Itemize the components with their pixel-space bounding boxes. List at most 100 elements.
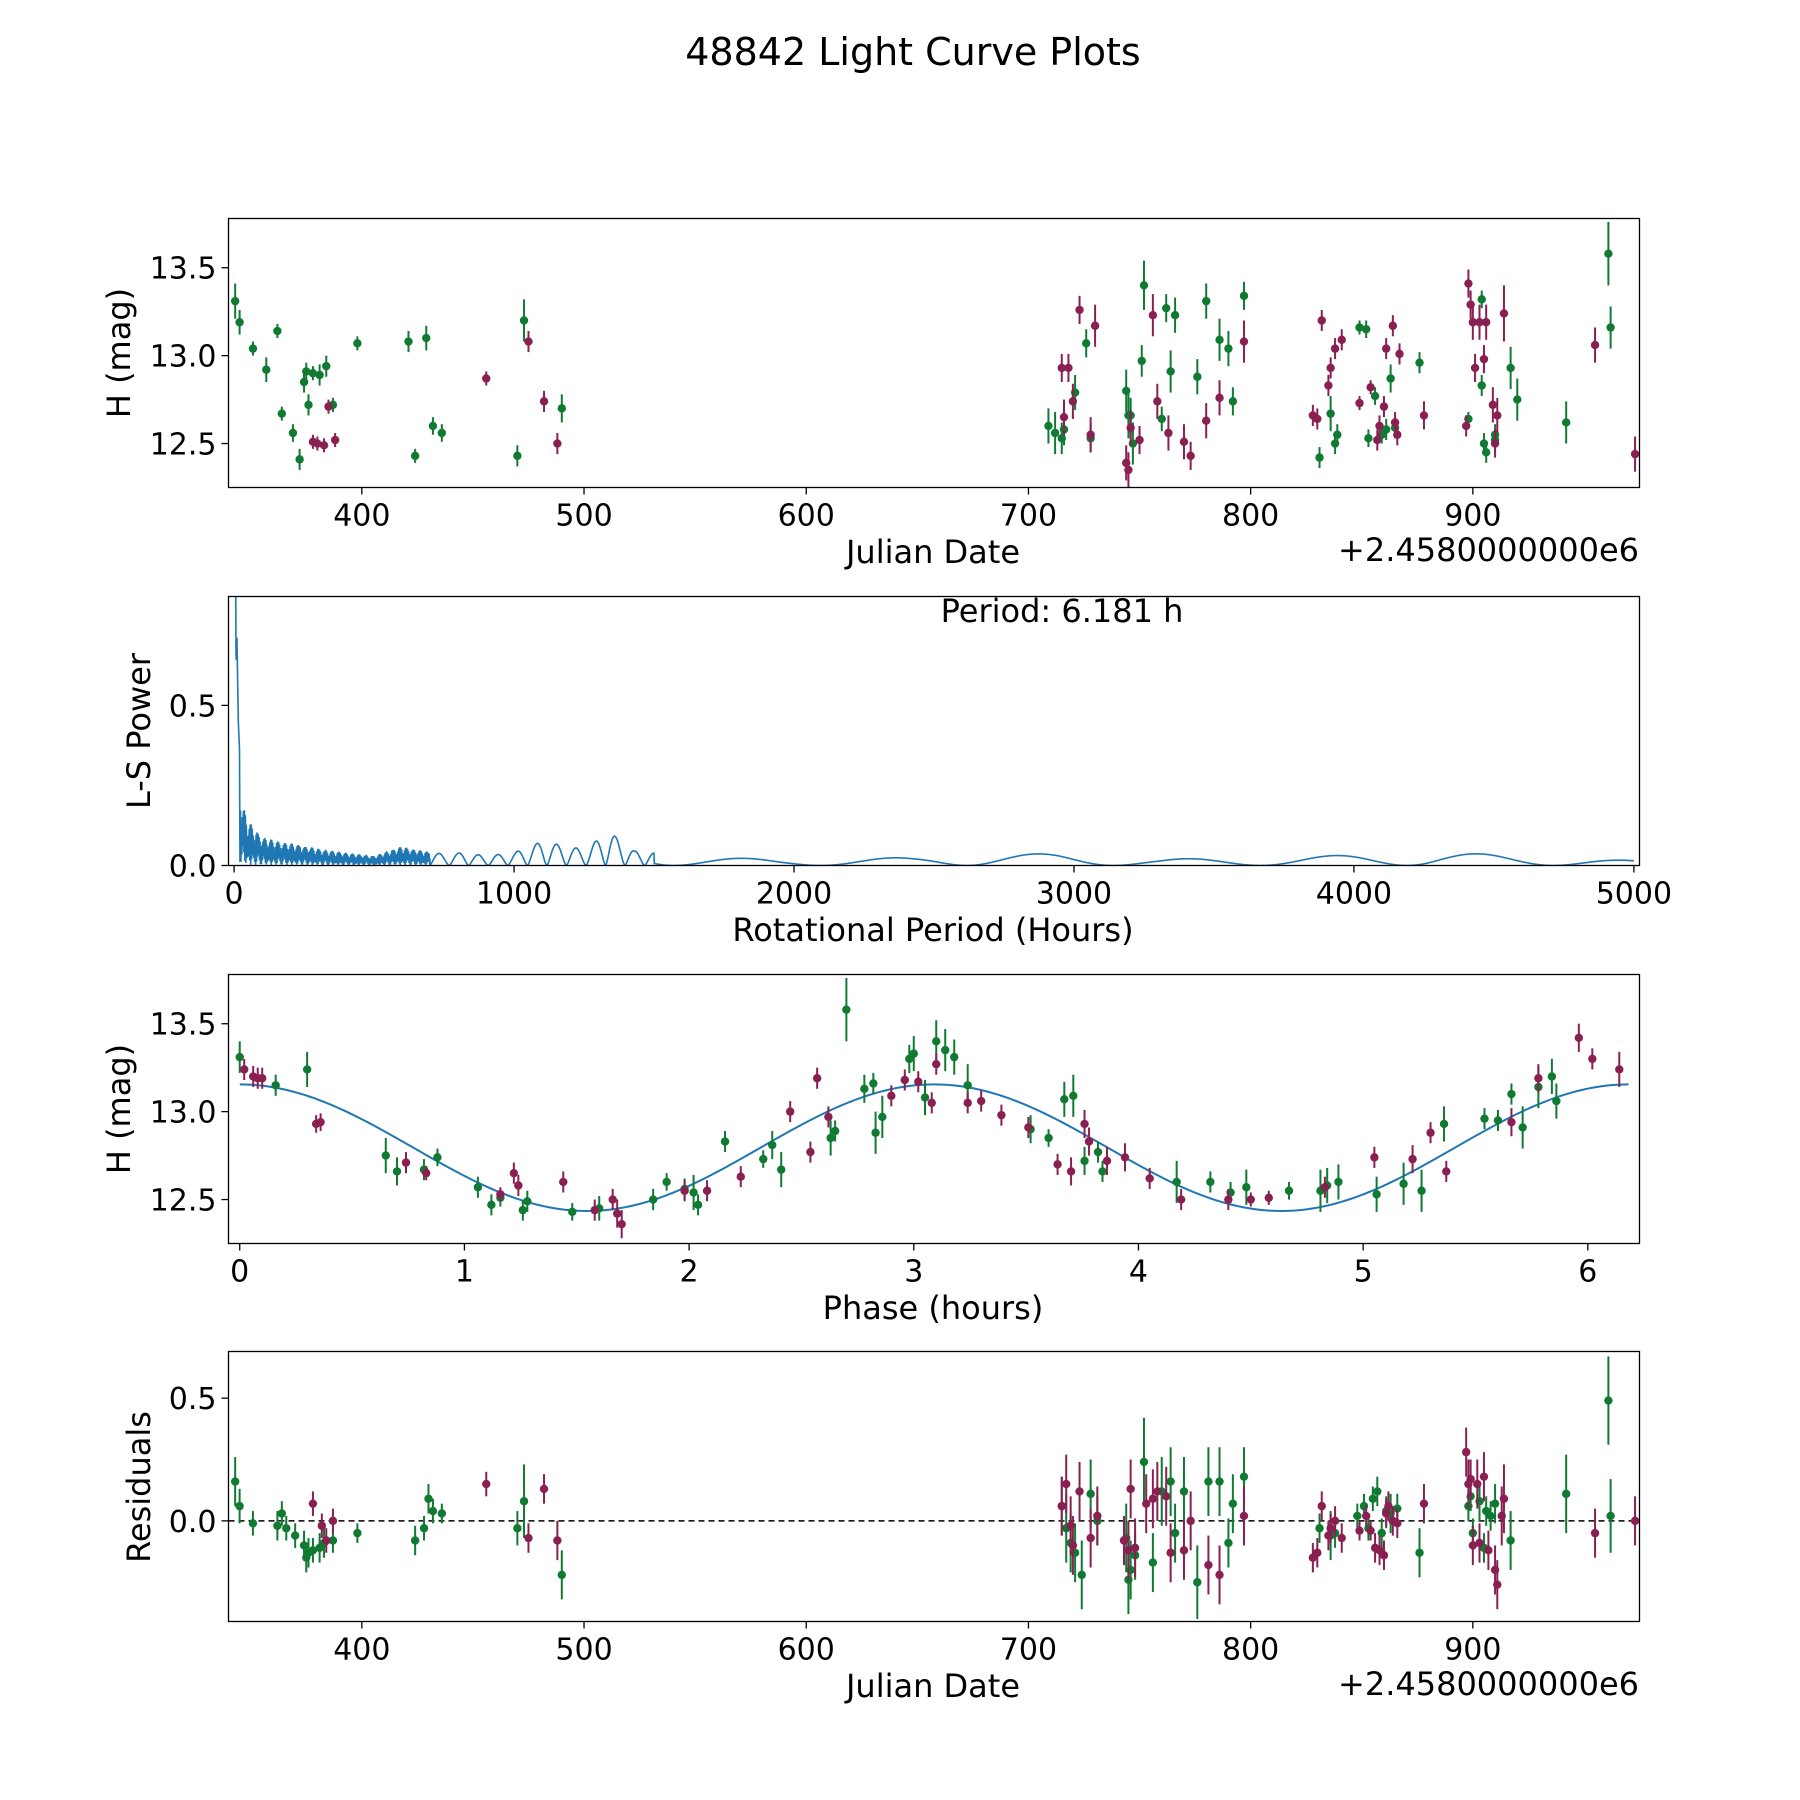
phased-data-point	[963, 1098, 972, 1108]
residuals-data-point	[1170, 1528, 1180, 1538]
phased-data-point	[1480, 1114, 1489, 1123]
phased-data-point	[869, 1079, 878, 1088]
phased-series-purple	[240, 1023, 1624, 1239]
lightcurve-data-point	[1381, 425, 1391, 434]
lightcurve-data-point	[539, 397, 549, 406]
residuals-data-point	[1153, 1487, 1162, 1496]
phased-data-point	[812, 1074, 822, 1083]
lightcurve-data-point	[1606, 323, 1615, 332]
lightcurve-xtick-label: 700	[1000, 499, 1057, 534]
residuals-data-point	[328, 1516, 338, 1526]
phased-data-point	[1246, 1195, 1256, 1204]
residuals-data-point	[1630, 1516, 1640, 1526]
lightcurve-data-point	[288, 428, 298, 438]
residuals-data-point	[1126, 1484, 1135, 1494]
lightcurve-data-point	[1202, 296, 1211, 306]
lightcurve-data-point	[1148, 310, 1158, 320]
lightcurve-data-point	[313, 439, 322, 448]
residuals-data-point	[1466, 1474, 1475, 1484]
residuals-data-point	[1379, 1551, 1389, 1560]
phased-data-point	[1552, 1096, 1561, 1106]
residuals-data-point	[1130, 1543, 1140, 1553]
phased-data-point	[1024, 1123, 1033, 1132]
lightcurve-data-point	[1464, 279, 1473, 288]
phased-data-point	[617, 1219, 626, 1229]
residuals-data-point	[1193, 1578, 1202, 1587]
residuals-data-point	[1337, 1533, 1346, 1543]
residuals-data-point	[1124, 1546, 1133, 1555]
residuals-data-point	[1353, 1511, 1362, 1521]
phased-data-point	[1176, 1195, 1186, 1204]
lightcurve-data-point	[1415, 358, 1424, 367]
lightcurve-data-point	[410, 451, 420, 461]
lightcurve-data-point	[1064, 363, 1073, 373]
lightcurve-data-point	[1361, 325, 1371, 334]
lightcurve-data-point	[437, 428, 447, 438]
residuals-data-point	[1475, 1538, 1484, 1548]
residuals-data-point	[1186, 1516, 1195, 1526]
lightcurve-data-point	[1090, 321, 1100, 330]
phased-data-point	[720, 1137, 730, 1146]
phased-data-point	[824, 1112, 833, 1122]
residuals-ytick-label: 0.5	[169, 1382, 217, 1417]
residuals-data-point	[1179, 1546, 1189, 1555]
residuals-data-point	[282, 1524, 291, 1533]
residuals-data-point	[1142, 1499, 1151, 1508]
phased-data-point	[887, 1091, 896, 1101]
phased-data-point	[1120, 1153, 1130, 1162]
model-fit-curve	[239, 1083, 1629, 1212]
phased-data-point	[830, 1126, 840, 1136]
periodogram-xtick-label: 5000	[1596, 877, 1672, 912]
lightcurve-ytick-label: 13.0	[150, 340, 217, 375]
lightcurve-data-point	[1499, 309, 1509, 318]
phased-data-point	[1102, 1156, 1112, 1166]
lightcurve-data-point	[1324, 381, 1333, 390]
phased-data-point	[860, 1084, 869, 1093]
phased-data-point	[806, 1147, 815, 1157]
residuals-data-point	[410, 1536, 420, 1545]
lightcurve-data-point	[1379, 402, 1389, 411]
phased-data-point	[871, 1128, 880, 1137]
phased-data-point	[1370, 1153, 1379, 1162]
residuals-data-point	[513, 1524, 522, 1533]
phased-data-point	[1066, 1167, 1076, 1176]
period-annotation: Period: 6.181 h	[941, 592, 1184, 630]
phased-data-point	[786, 1107, 795, 1116]
phased-data-point	[1408, 1154, 1417, 1164]
residuals-data-point	[1330, 1516, 1340, 1526]
residuals-data-point	[1606, 1511, 1615, 1521]
figure-title: 48842 Light Curve Plots	[685, 30, 1140, 74]
residuals-data-point	[1393, 1519, 1402, 1528]
lightcurve-data-point	[1373, 435, 1382, 445]
phased-data-point	[1334, 1177, 1343, 1187]
residuals-data-point	[1139, 1457, 1149, 1467]
residuals-data-point	[1179, 1487, 1189, 1496]
residuals-xtick-label: 700	[1000, 1633, 1057, 1668]
lightcurve-data-point	[1186, 451, 1195, 461]
phased-data-point	[736, 1172, 745, 1181]
phased-xtick-label: 6	[1578, 1255, 1597, 1290]
lightcurve-data-point	[324, 402, 333, 411]
lightcurve-data-point	[1388, 321, 1398, 330]
phased-data-point	[1098, 1167, 1107, 1176]
residuals-data-point	[1204, 1477, 1213, 1486]
residuals-data-point	[1461, 1447, 1471, 1457]
phased-xtick-label: 0	[230, 1255, 249, 1290]
lightcurve-data-point	[1561, 418, 1571, 427]
phased-data-point	[842, 1005, 851, 1014]
residuals-data-point	[1590, 1528, 1600, 1538]
lightcurve-marks	[230, 222, 1640, 488]
lightcurve-data-point	[519, 316, 529, 325]
residuals-data-point	[419, 1524, 429, 1533]
lightcurve-data-point	[1126, 423, 1135, 432]
residuals-data-point	[524, 1533, 533, 1543]
residuals-data-point	[328, 1536, 338, 1545]
lightcurve-data-point	[230, 296, 240, 306]
lightcurve-data-point	[1170, 310, 1180, 320]
lightcurve-xtick-label: 500	[555, 499, 612, 534]
phased-data-point	[496, 1190, 505, 1199]
residuals-data-point	[1166, 1548, 1175, 1557]
lightcurve-data-point	[1364, 434, 1373, 443]
lightcurve-data-point	[1215, 335, 1224, 345]
residuals-data-point	[1119, 1536, 1129, 1545]
